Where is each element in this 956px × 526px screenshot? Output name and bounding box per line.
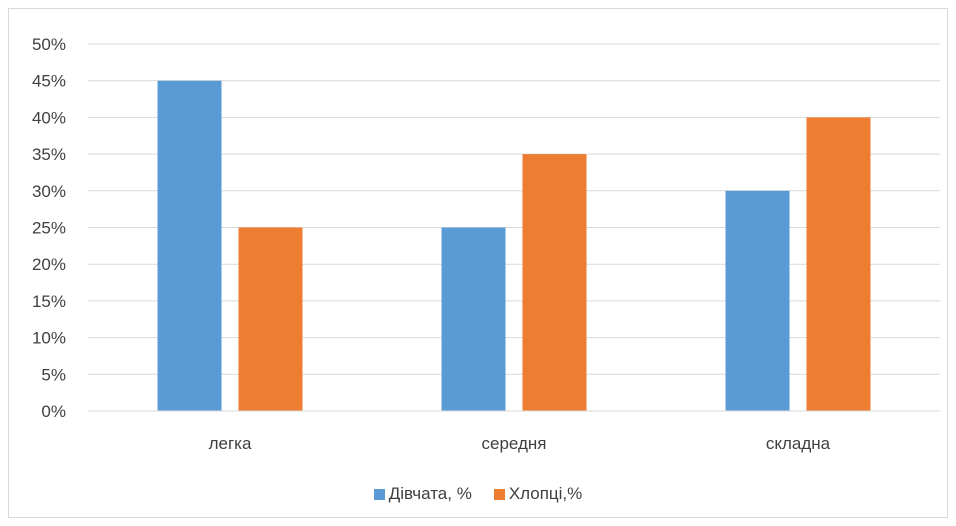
x-category-label: складна xyxy=(766,434,831,453)
y-tick-label: 5% xyxy=(41,365,66,384)
y-tick-label: 15% xyxy=(32,292,66,311)
legend-item-boys: Хлопці,% xyxy=(493,484,583,504)
bar-girls-2 xyxy=(725,190,790,411)
x-category-label: середня xyxy=(481,434,546,453)
y-tick-label: 10% xyxy=(32,329,66,348)
y-tick-label: 50% xyxy=(32,35,66,54)
legend-swatch-boys xyxy=(493,488,505,500)
y-tick-label: 30% xyxy=(32,182,66,201)
bar-boys-0 xyxy=(238,227,303,411)
chart-legend: Дівчата, % Хлопці,% xyxy=(0,484,956,504)
y-tick-label: 25% xyxy=(32,219,66,238)
legend-label-boys: Хлопці,% xyxy=(508,484,583,503)
bar-boys-2 xyxy=(806,117,871,412)
y-tick-label: 45% xyxy=(32,72,66,91)
legend-swatch-girls xyxy=(373,488,385,500)
bar-girls-1 xyxy=(441,227,506,411)
legend-label-girls: Дівчата, % xyxy=(388,484,472,503)
legend-item-girls: Дівчата, % xyxy=(373,484,472,504)
bar-boys-1 xyxy=(522,154,587,411)
y-tick-label: 40% xyxy=(32,108,66,127)
x-category-label: легка xyxy=(209,434,252,453)
y-tick-label: 35% xyxy=(32,145,66,164)
y-tick-label: 0% xyxy=(41,402,66,421)
y-tick-label: 20% xyxy=(32,255,66,274)
bar-girls-0 xyxy=(157,80,222,411)
